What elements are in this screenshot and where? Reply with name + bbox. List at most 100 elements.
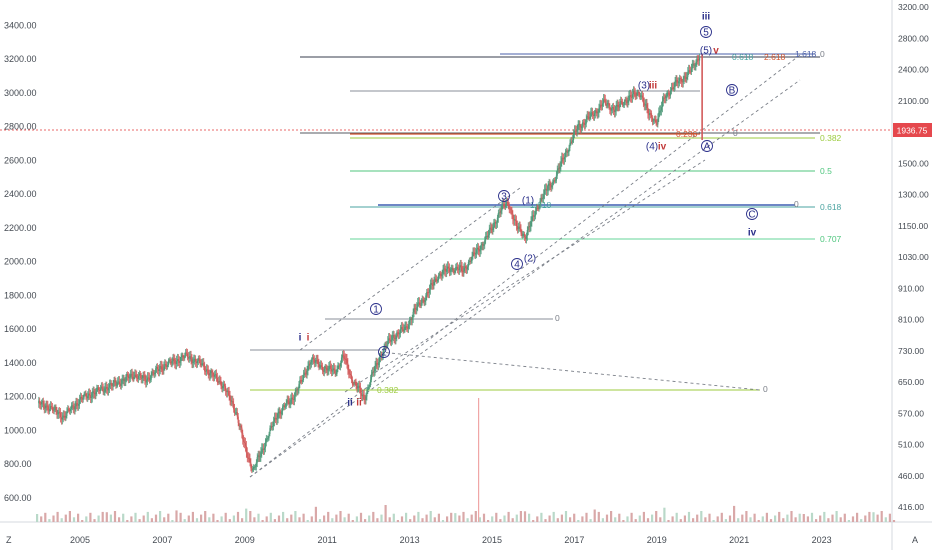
price-candle-body — [279, 411, 281, 414]
price-candle-body — [402, 328, 404, 332]
volume-bar — [860, 519, 863, 522]
volume-bar — [454, 513, 457, 522]
price-candle-body — [211, 370, 213, 373]
volume-bar — [786, 514, 789, 522]
price-candle-body — [647, 107, 649, 114]
wave-label: 4 — [514, 259, 520, 270]
price-candle-body — [529, 226, 531, 227]
price-candle-body — [417, 302, 420, 304]
volume-bar — [282, 511, 285, 522]
price-candle-body — [437, 280, 439, 282]
price-candle-body — [668, 92, 670, 96]
price-candle-body — [589, 116, 591, 119]
trendline — [344, 159, 706, 393]
volume-bar — [482, 513, 486, 522]
price-candle-body — [115, 382, 117, 386]
price-candle-body — [357, 387, 359, 389]
price-candle-body — [561, 157, 563, 162]
price-candle-body — [305, 373, 307, 375]
volume-bar — [232, 515, 235, 522]
price-candle-body — [658, 112, 660, 119]
price-candle-body — [375, 363, 377, 367]
volume-bar — [68, 511, 71, 522]
volume-bar — [134, 512, 137, 522]
fib-level-label: 0.236 — [676, 129, 698, 139]
wave-label-circle — [700, 26, 712, 38]
y-right-tick-label: 1030.00 — [898, 252, 929, 262]
price-candle-body — [91, 393, 93, 398]
price-candle-body — [321, 366, 324, 371]
volume-bar — [700, 511, 703, 522]
price-candle-body — [79, 396, 82, 400]
price-candle-body — [167, 360, 170, 366]
price-candle-body — [350, 373, 352, 376]
price-candle-body — [621, 102, 624, 106]
price-candle-body — [632, 91, 634, 95]
y-tick-label: 3400.00 — [4, 20, 37, 30]
wave-label: iv — [658, 141, 667, 152]
price-candle-body — [257, 455, 259, 458]
price-candle-body — [138, 373, 141, 376]
price-candle-body — [63, 415, 65, 417]
fib-level-label: 0 — [820, 49, 825, 59]
price-candle-body — [281, 411, 283, 415]
price-candle-body — [237, 416, 239, 423]
price-candle-body — [499, 212, 501, 214]
fib-level-label: 0 — [794, 199, 799, 209]
price-candle-body — [107, 387, 110, 391]
price-candle-body — [225, 390, 228, 393]
price-candle-body — [139, 373, 141, 376]
price-candle-body — [263, 447, 266, 450]
price-candle-body — [293, 396, 296, 400]
price-candle-body — [592, 112, 594, 115]
price-candle-body — [117, 381, 120, 383]
price-candle-body — [434, 278, 436, 282]
price-candle-body — [221, 386, 223, 389]
price-candle-body — [184, 355, 186, 359]
price-candle-body — [574, 130, 576, 132]
price-candle-body — [510, 208, 512, 210]
volume-bar — [683, 515, 686, 522]
volume-bar — [597, 511, 600, 522]
price-candle-body — [255, 462, 257, 467]
fib-level-label: 0 — [733, 128, 738, 138]
price-candle-body — [634, 92, 636, 96]
wave-label: v — [713, 45, 719, 56]
volume-bar — [388, 517, 391, 522]
price-candle-body — [339, 365, 341, 367]
price-candle-body — [414, 308, 416, 310]
price-candle-body — [299, 380, 301, 385]
wave-label-circle — [498, 190, 510, 202]
volume-bar — [503, 515, 506, 522]
volume-bar — [52, 515, 55, 522]
price-candle-body — [432, 284, 434, 286]
price-candle-body — [364, 399, 366, 400]
price-candle-body — [49, 408, 51, 412]
price-candle-body — [78, 404, 80, 406]
volume-bar — [622, 520, 625, 522]
price-candle-body — [327, 369, 329, 371]
trendline — [249, 79, 801, 478]
price-candle-body — [365, 396, 367, 400]
price-candle-body — [88, 393, 90, 396]
price-candle-body — [650, 113, 653, 118]
price-candle-body — [661, 101, 664, 108]
price-candle-body — [146, 377, 149, 381]
price-candle-body — [371, 371, 373, 374]
y-tick-label: 2800.00 — [4, 122, 37, 132]
price-candle-body — [143, 375, 145, 377]
price-candle-body — [214, 374, 216, 377]
wave-label: (1) — [522, 195, 534, 206]
volume-bar — [696, 514, 699, 522]
price-candle-body — [515, 220, 518, 226]
price-candle-body — [581, 125, 583, 129]
y-right-tick-label: 1500.00 — [898, 158, 929, 168]
price-candle-body — [183, 357, 185, 359]
wave-label-circle — [726, 84, 738, 96]
price-candle-body — [480, 245, 482, 249]
price-candle-body — [163, 366, 165, 370]
price-candle-body — [584, 123, 586, 125]
price-candle-body — [522, 234, 524, 236]
price-candle-body — [170, 361, 172, 364]
